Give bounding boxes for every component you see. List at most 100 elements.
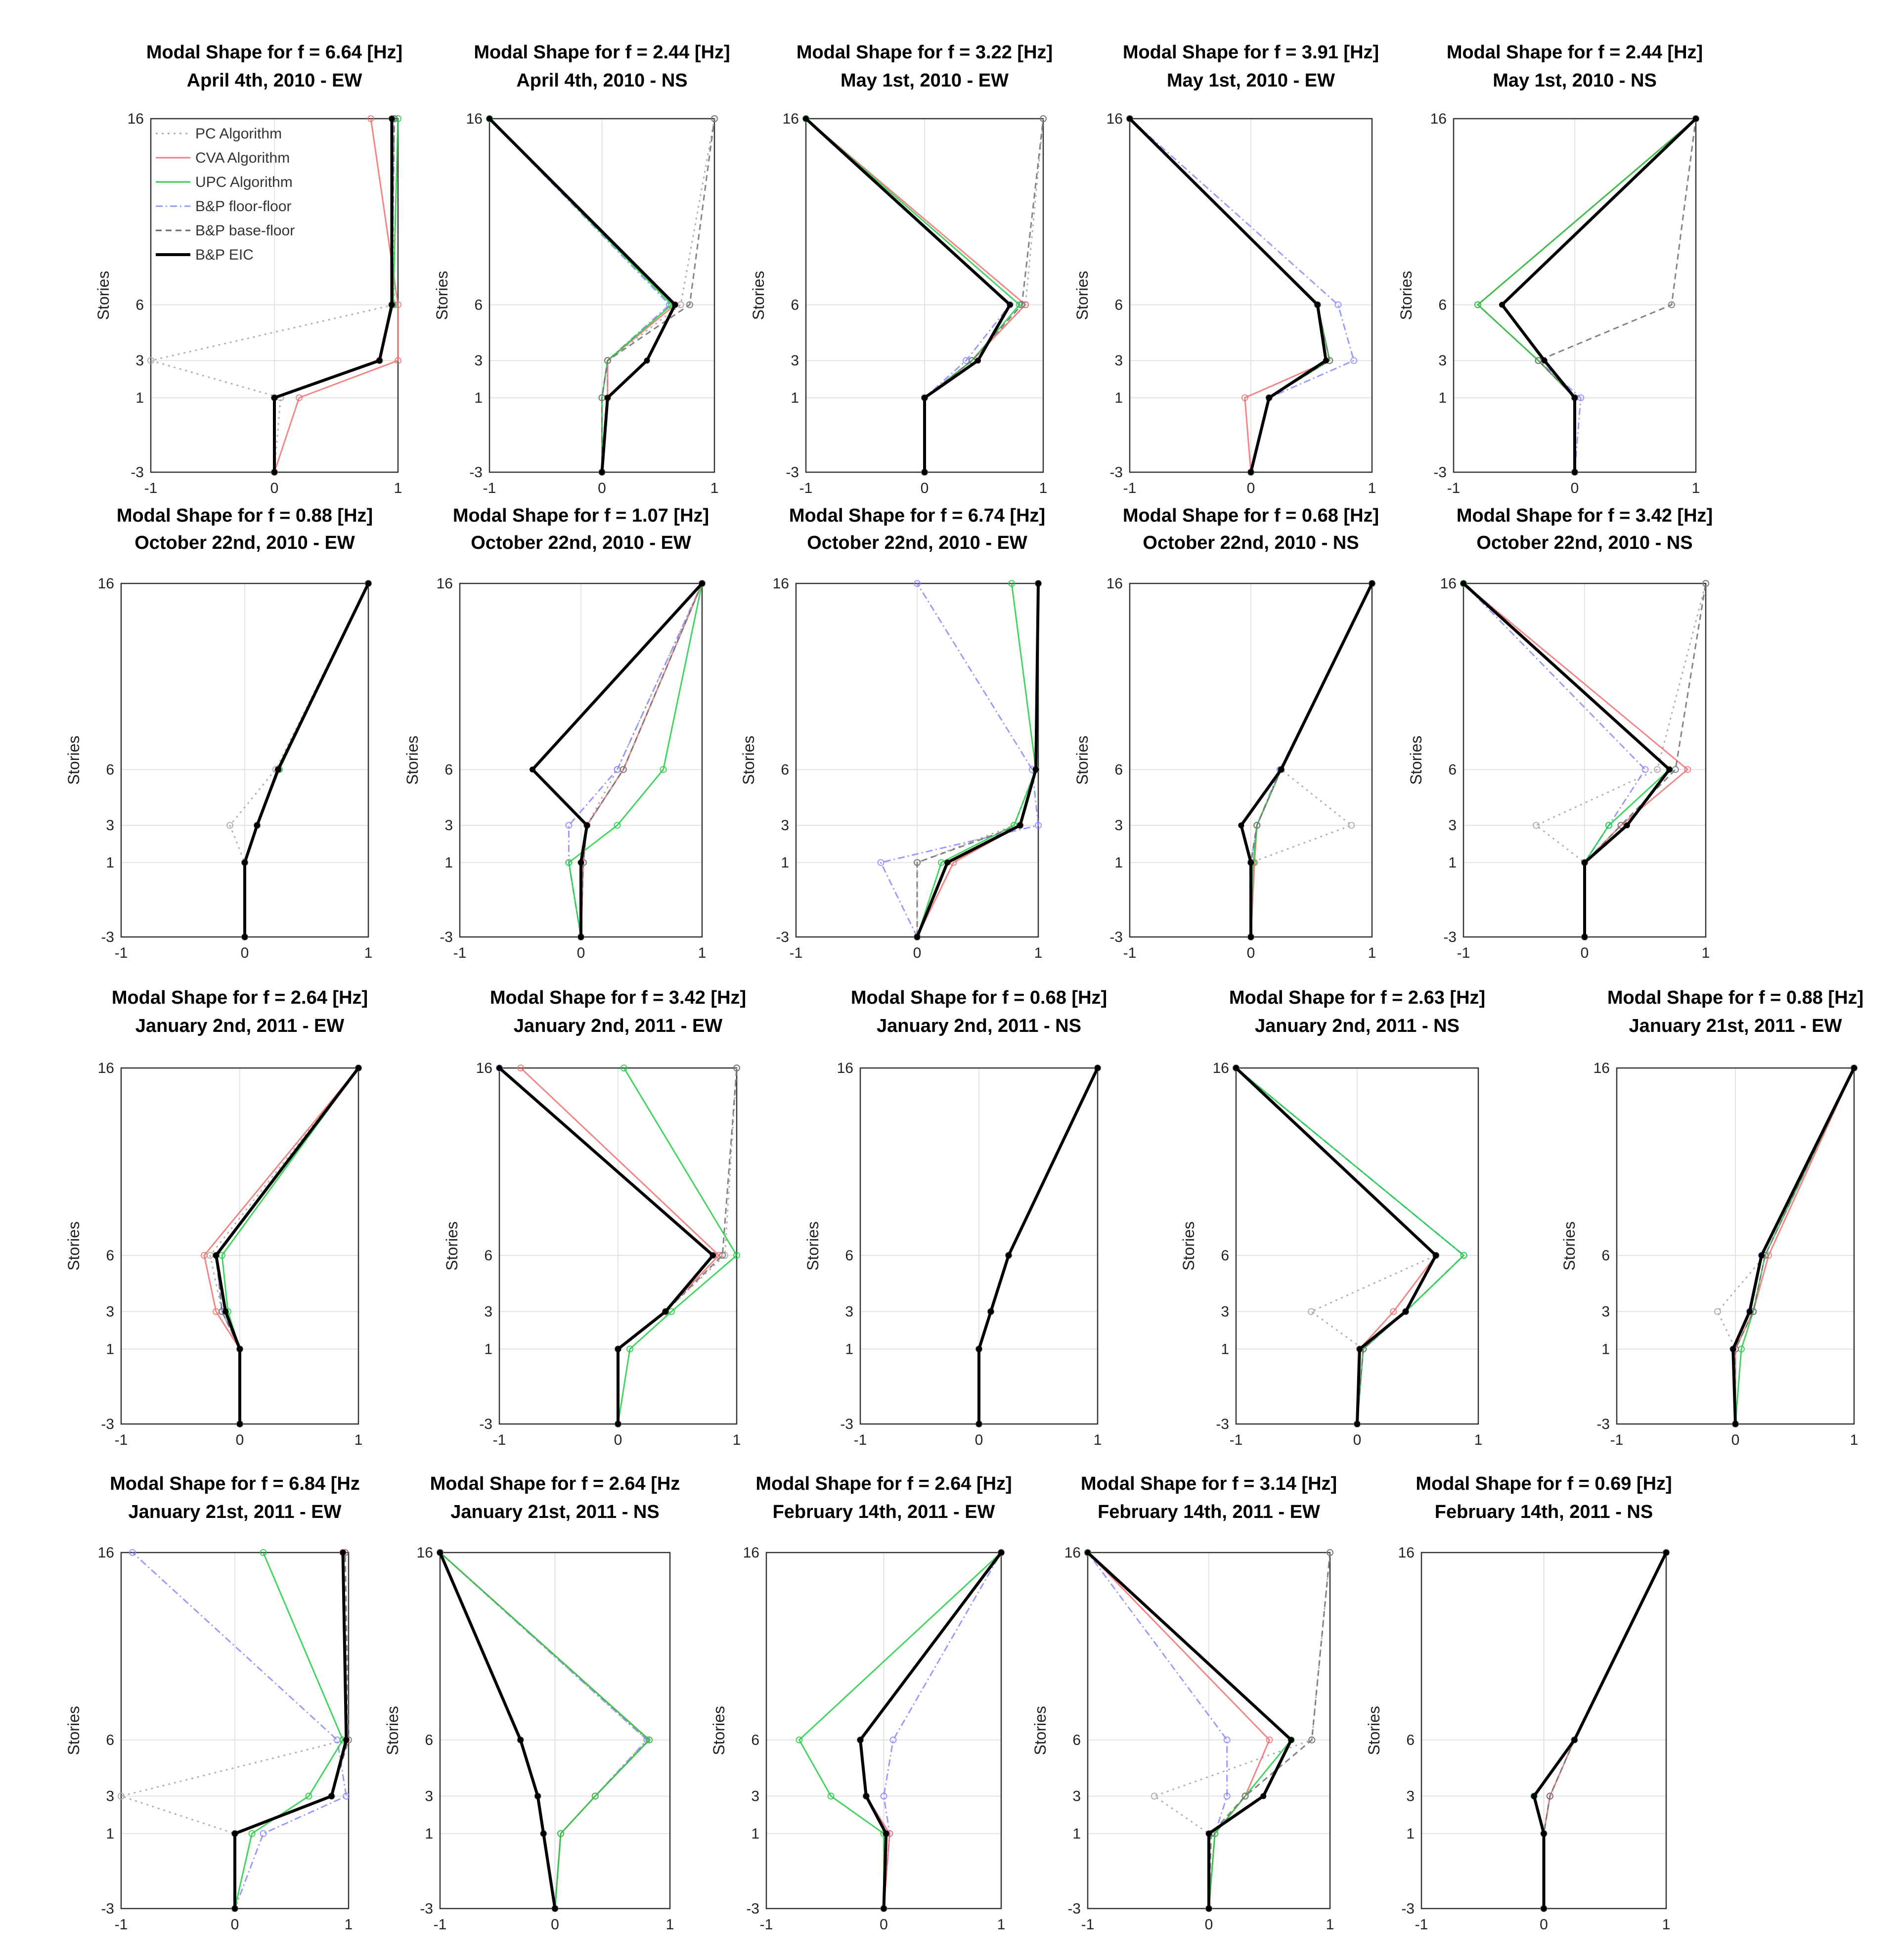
series-point-eic [615, 1421, 621, 1427]
series-line-eic [1532, 1552, 1668, 1909]
series-point-bpff [1035, 822, 1042, 829]
series-point-upc [938, 859, 945, 866]
series-point-eic [1663, 1550, 1669, 1556]
series-line-eic [1731, 1067, 1856, 1424]
x-tick-label: -1 [1457, 945, 1470, 961]
x-tick-label: 1 [1474, 1432, 1483, 1448]
series-point-eic [881, 1906, 887, 1912]
x-tick-label: 1 [710, 480, 719, 496]
x-tick-label: 0 [1540, 1916, 1548, 1933]
y-axis-label: Stories [1180, 1221, 1197, 1271]
series-point-upc [305, 1792, 312, 1800]
y-tick-label: 16 [476, 1060, 492, 1076]
series-point-eic [914, 934, 920, 940]
chart-title: Modal Shape for f = 3.14 [Hz] [1081, 1473, 1337, 1494]
legend-label: B&P EIC [195, 247, 254, 263]
series-point-eic [1266, 395, 1272, 401]
series-line-bpff [1533, 1552, 1667, 1909]
y-axis-label: Stories [384, 1706, 401, 1755]
chart-title: Modal Shape for f = 6.74 [Hz] [789, 505, 1045, 526]
y-tick-label: -3 [479, 1416, 492, 1432]
series-line-cva [520, 1067, 720, 1424]
series-point-eic [976, 1421, 982, 1427]
series-point-bpbf [1672, 766, 1679, 773]
series-point-bpbf [620, 766, 627, 773]
series-point-eic [530, 766, 535, 773]
series-point-eic [1433, 1252, 1439, 1258]
y-tick-label: -3 [776, 929, 789, 945]
y-tick-label: -3 [1401, 1901, 1415, 1917]
y-tick-label: -3 [1596, 1416, 1610, 1432]
series-point-eic [1248, 934, 1254, 940]
chart-title: Modal Shape for f = 2.64 [Hz [430, 1473, 680, 1494]
x-tick-label: 0 [1247, 480, 1255, 496]
series-point-pc [147, 357, 154, 364]
x-tick-label: 0 [1571, 480, 1579, 496]
series-line-eic [916, 583, 1040, 938]
y-tick-label: 3 [845, 1304, 853, 1320]
y-axis-label: Stories [433, 271, 451, 320]
series-point-eic [232, 1830, 238, 1837]
series-line-pc [150, 118, 396, 473]
x-tick-label: -1 [115, 1432, 128, 1448]
series-point-eic [1006, 1252, 1012, 1258]
y-tick-label: 1 [1448, 854, 1457, 871]
x-tick-label: -1 [115, 945, 128, 961]
y-tick-label: 1 [1438, 390, 1447, 406]
legend-label: CVA Algorithm [195, 150, 290, 166]
chart-subtitle: January 2nd, 2011 - EW [514, 1016, 723, 1036]
y-tick-label: 16 [128, 111, 144, 127]
series-point-bpbf [1617, 822, 1625, 829]
series-line-eic [439, 1552, 557, 1909]
series-point-eic [1572, 395, 1578, 401]
series-line-bpff [883, 1552, 1002, 1909]
series-point-eic [615, 1346, 621, 1352]
x-tick-label: 1 [698, 945, 707, 961]
chart-title: Modal Shape for f = 0.68 [Hz] [851, 987, 1107, 1008]
y-tick-label: 1 [1601, 1341, 1610, 1357]
chart-title: Modal Shape for f = 1.07 [Hz] [453, 505, 709, 526]
series-point-bpff [1223, 1736, 1231, 1743]
series-point-bpbf [914, 859, 921, 866]
chart-title: Modal Shape for f = 0.69 [Hz] [1416, 1473, 1672, 1494]
series-point-bpff [1350, 357, 1358, 364]
y-tick-label: 6 [484, 1247, 492, 1264]
y-axis-label: Stories [1365, 1706, 1383, 1755]
x-tick-label: 1 [1326, 1916, 1334, 1933]
x-tick-label: 0 [1581, 945, 1589, 961]
series-line-bpff [439, 1552, 648, 1909]
series-point-bpbf [1535, 357, 1542, 364]
series-line-upc [617, 1067, 738, 1424]
chart-subtitle: February 14th, 2011 - EW [1098, 1502, 1320, 1522]
series-point-upc [796, 1736, 803, 1743]
y-tick-label: 16 [437, 576, 453, 592]
series-point-eic [1369, 580, 1375, 586]
x-tick-label: 1 [997, 1916, 1006, 1933]
series-point-eic [672, 302, 678, 308]
modal-chart-18: -3 1 3 6 16 -1 0 1 Stories Modal Shape for f = 2.… [710, 1473, 1012, 1933]
series-line-upc [805, 118, 1021, 472]
series-point-eic [1572, 469, 1578, 475]
series-line-pc [1535, 583, 1707, 937]
series-point-eic [1314, 302, 1321, 308]
series-line-bpbf [1734, 1067, 1855, 1424]
series-point-eic [604, 395, 611, 401]
y-tick-label: -3 [1067, 1901, 1081, 1917]
x-tick-label: -1 [790, 945, 803, 961]
y-tick-label: 3 [135, 353, 144, 369]
series-point-bpbf [711, 115, 718, 122]
chart-title: Modal Shape for f = 3.42 [Hz] [490, 987, 746, 1008]
series-line-eic [233, 1552, 348, 1909]
series-point-cva [201, 1251, 208, 1259]
y-tick-label: 6 [425, 1732, 433, 1748]
series-line-cva [273, 118, 399, 473]
y-tick-label: 3 [1406, 1788, 1415, 1805]
modal-chart-7: -3 1 3 6 16 -1 0 1 Stories Modal Shape for f = 1.… [403, 505, 709, 961]
chart-subtitle: January 2nd, 2011 - NS [877, 1016, 1081, 1036]
x-tick-label: 0 [236, 1432, 244, 1448]
x-tick-label: 0 [1205, 1916, 1213, 1933]
series-point-pc [226, 822, 233, 829]
series-point-eic [1206, 1906, 1212, 1912]
y-tick-label: 3 [1114, 353, 1123, 369]
x-tick-label: 0 [1247, 945, 1255, 961]
